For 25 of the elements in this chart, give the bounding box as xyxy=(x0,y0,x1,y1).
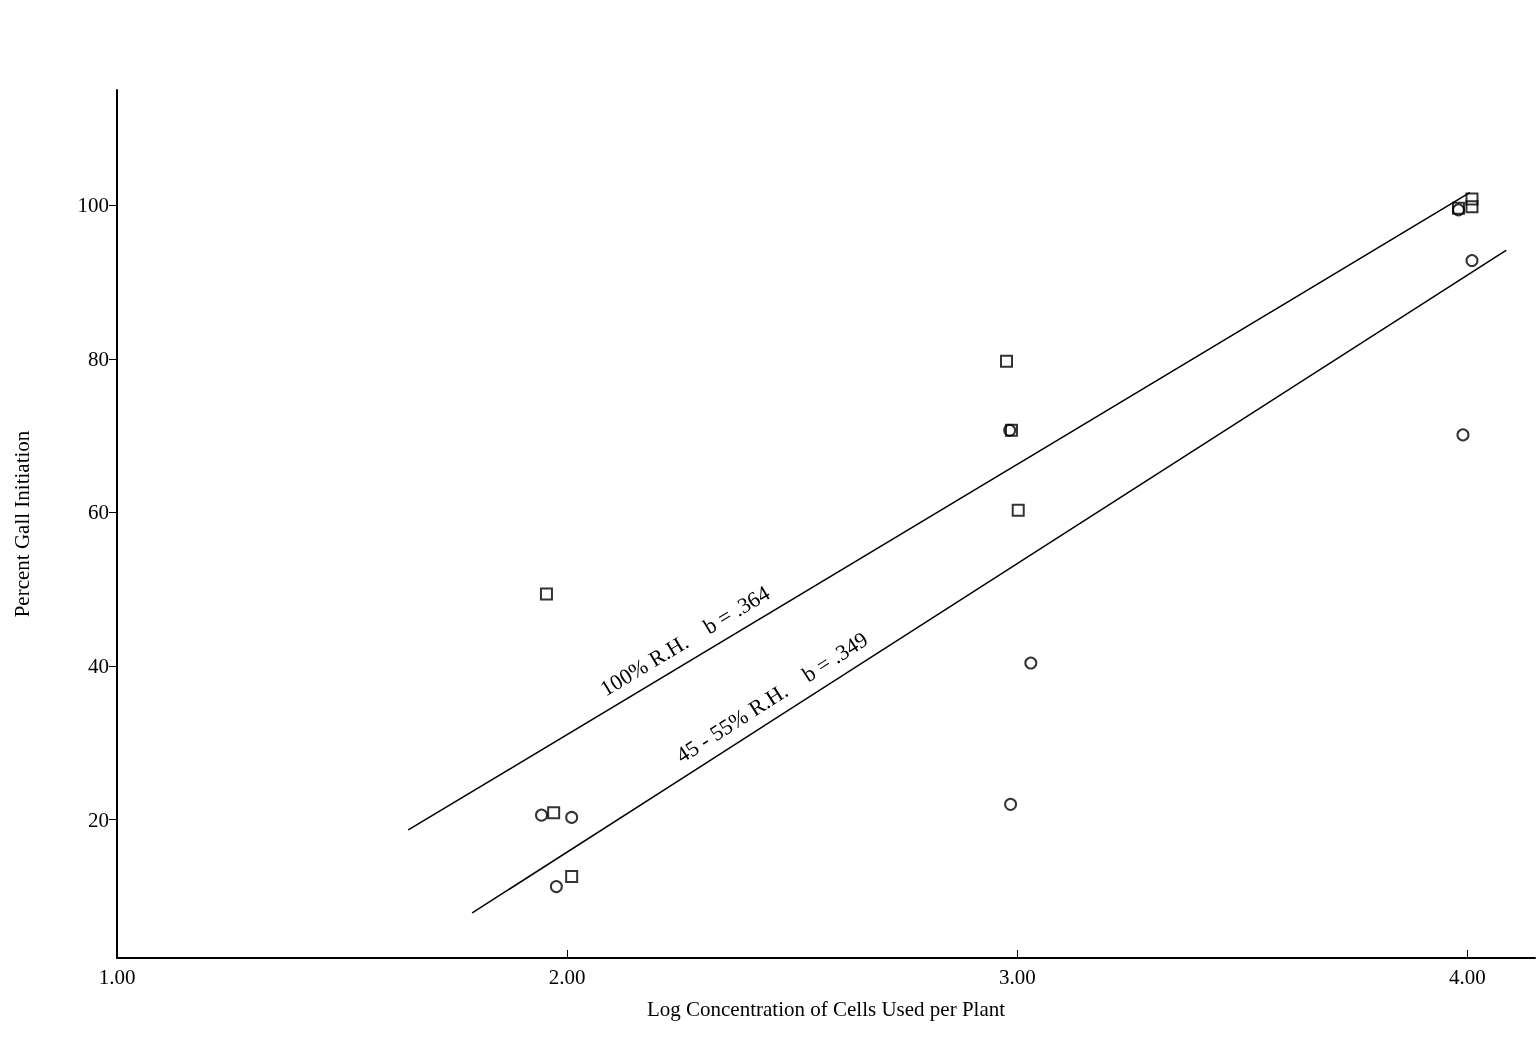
point xyxy=(1456,428,1470,442)
y-axis-title: Percent Gall Initiation xyxy=(9,430,34,618)
point xyxy=(1011,503,1025,517)
point xyxy=(1465,200,1479,214)
y-tick-label: 100 xyxy=(77,193,109,218)
point xyxy=(1004,797,1018,811)
point xyxy=(1024,656,1038,670)
y-tick-label: 80 xyxy=(88,346,109,371)
point xyxy=(565,870,579,884)
point xyxy=(565,810,579,824)
point xyxy=(535,808,548,822)
x-tick-label: 1.00 xyxy=(98,964,136,989)
x-axis-title: Log Concentration of Cells Used per Plant xyxy=(646,996,1006,1021)
y-tick-label: 40 xyxy=(88,654,109,679)
point xyxy=(1000,354,1014,368)
x-tick-label: 3.00 xyxy=(998,964,1036,989)
x-tick-label: 2.00 xyxy=(548,964,586,989)
y-tick-label: 60 xyxy=(88,500,109,525)
point xyxy=(1465,254,1479,268)
point xyxy=(547,806,561,820)
x-tick-label: 4.00 xyxy=(1449,964,1486,989)
point xyxy=(539,587,553,601)
point xyxy=(549,880,563,894)
point xyxy=(1465,192,1479,206)
y-tick-label: 20 xyxy=(88,807,109,832)
